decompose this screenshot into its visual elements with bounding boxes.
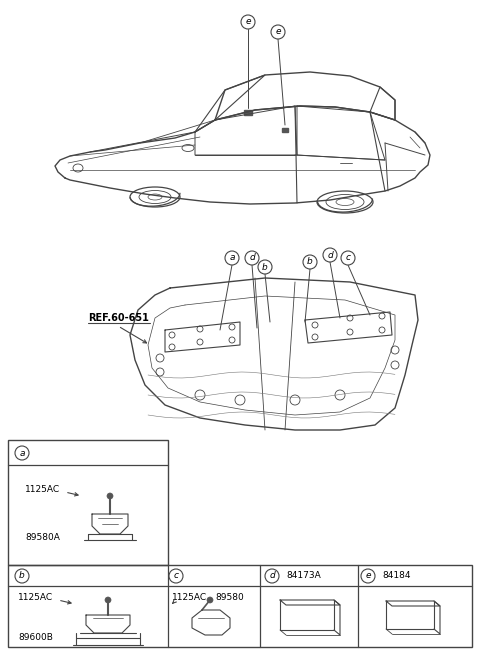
Circle shape xyxy=(323,248,337,262)
Circle shape xyxy=(107,493,113,499)
Text: e: e xyxy=(275,28,281,37)
Text: b: b xyxy=(307,257,313,267)
Text: 1125AC: 1125AC xyxy=(172,593,207,603)
Circle shape xyxy=(225,251,239,265)
Text: c: c xyxy=(346,253,350,263)
Text: 84173A: 84173A xyxy=(286,572,321,580)
Circle shape xyxy=(361,569,375,583)
Text: b: b xyxy=(19,572,25,580)
Text: 84184: 84184 xyxy=(382,572,410,580)
Text: 89600B: 89600B xyxy=(18,633,53,643)
Circle shape xyxy=(265,569,279,583)
Circle shape xyxy=(207,597,213,603)
Circle shape xyxy=(105,597,111,603)
Text: d: d xyxy=(249,253,255,263)
Text: 1125AC: 1125AC xyxy=(25,485,60,495)
Text: a: a xyxy=(229,253,235,263)
Bar xyxy=(282,128,288,132)
Text: d: d xyxy=(269,572,275,580)
Text: 1125AC: 1125AC xyxy=(18,593,53,603)
Text: b: b xyxy=(262,263,268,272)
Text: c: c xyxy=(173,572,179,580)
Text: 89580: 89580 xyxy=(215,593,244,603)
Text: REF.60-651: REF.60-651 xyxy=(88,313,149,323)
Bar xyxy=(244,110,252,115)
Circle shape xyxy=(341,251,355,265)
Circle shape xyxy=(258,260,272,274)
Text: e: e xyxy=(365,572,371,580)
Circle shape xyxy=(15,569,29,583)
Circle shape xyxy=(15,446,29,460)
Circle shape xyxy=(245,251,259,265)
Text: d: d xyxy=(327,250,333,259)
Text: e: e xyxy=(245,18,251,26)
Circle shape xyxy=(169,569,183,583)
Circle shape xyxy=(303,255,317,269)
Circle shape xyxy=(241,15,255,29)
Circle shape xyxy=(271,25,285,39)
Text: a: a xyxy=(19,449,25,457)
Text: 89580A: 89580A xyxy=(25,534,60,542)
